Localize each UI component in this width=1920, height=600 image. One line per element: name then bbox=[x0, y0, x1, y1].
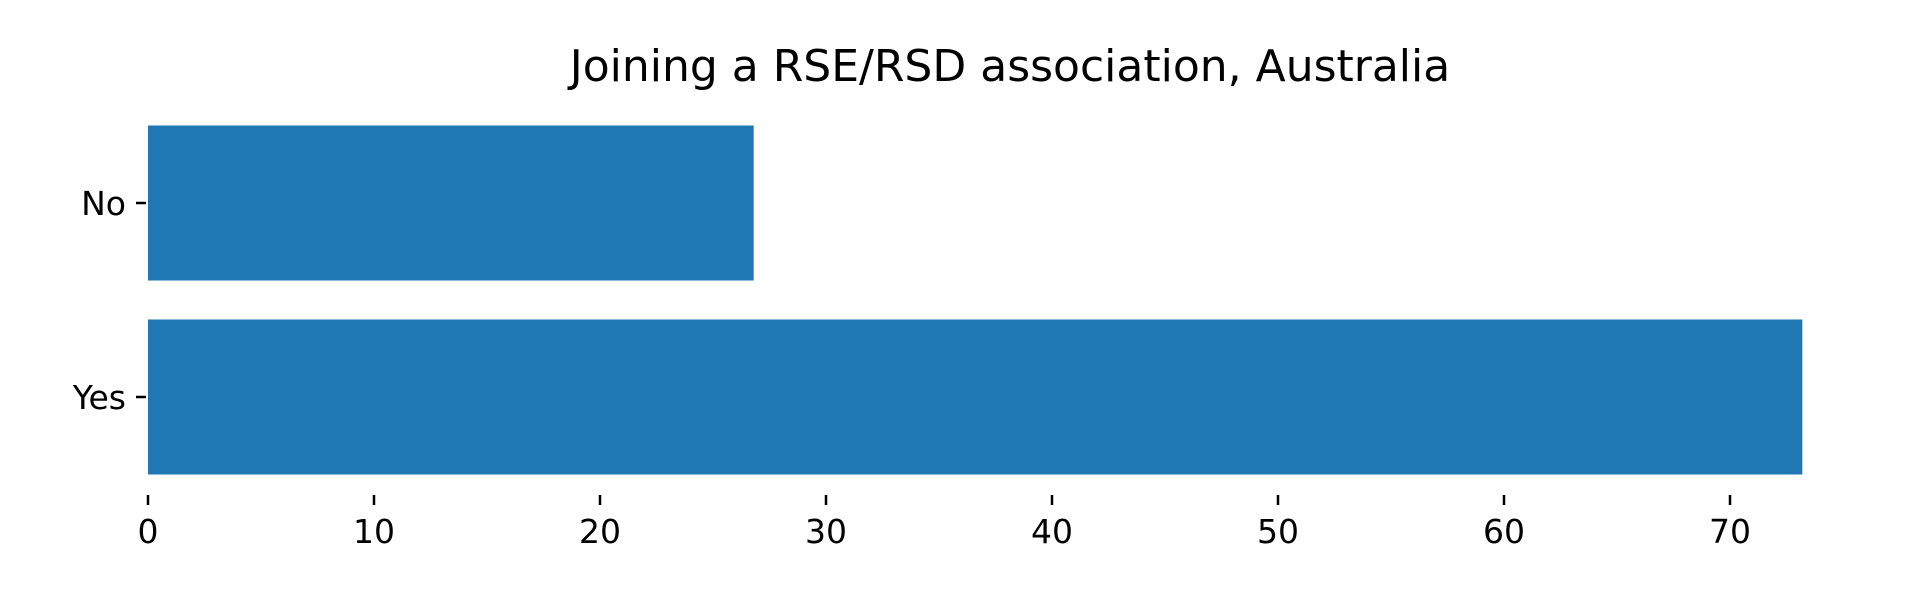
bar-no bbox=[148, 125, 754, 281]
x-tick-label-40: 40 bbox=[1031, 512, 1073, 551]
x-tick-label-20: 20 bbox=[579, 512, 621, 551]
x-tick-label-10: 10 bbox=[353, 512, 395, 551]
x-tick-label-50: 50 bbox=[1257, 512, 1299, 551]
x-tick-label-0: 0 bbox=[138, 512, 159, 551]
x-tick-label-60: 60 bbox=[1483, 512, 1525, 551]
bars-group bbox=[148, 125, 1803, 475]
bar-yes bbox=[148, 319, 1803, 475]
chart-title: Joining a RSE/RSD association, Australia bbox=[567, 41, 1450, 92]
x-tick-label-30: 30 bbox=[805, 512, 847, 551]
y-axis: No Yes bbox=[72, 184, 146, 417]
x-tick-label-70: 70 bbox=[1709, 512, 1751, 551]
y-tick-label-yes: Yes bbox=[72, 378, 126, 417]
y-tick-label-no: No bbox=[81, 184, 126, 223]
x-axis: 0 10 20 30 40 50 60 70 bbox=[138, 495, 1751, 551]
